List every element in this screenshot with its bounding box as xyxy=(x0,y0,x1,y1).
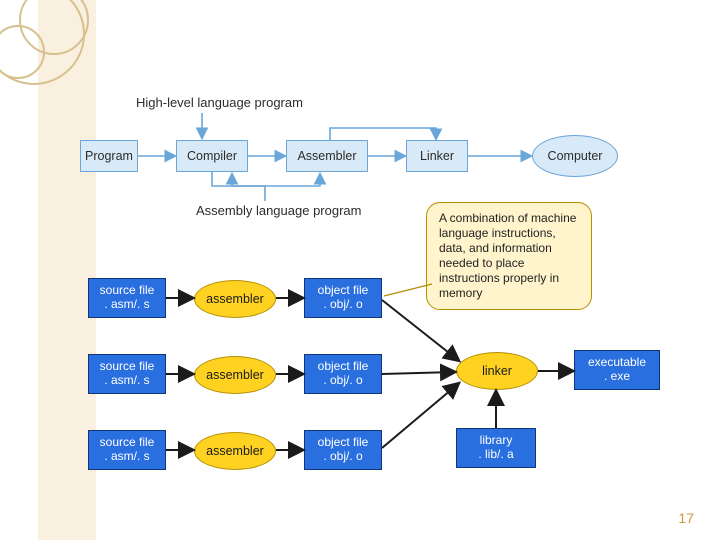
text: source file xyxy=(100,359,155,373)
text: . exe xyxy=(604,369,630,383)
node-linker: linker xyxy=(456,352,538,390)
node-compiler: Compiler xyxy=(176,140,248,172)
node-source-1: source file. asm/. s xyxy=(88,278,166,318)
text: executable xyxy=(588,355,646,369)
text: . obj/. o xyxy=(323,373,362,387)
node-linker-top: Linker xyxy=(406,140,468,172)
node-executable: executable. exe xyxy=(574,350,660,390)
node-source-2: source file. asm/. s xyxy=(88,354,166,394)
node-assembler-top: Assembler xyxy=(286,140,368,172)
diagram-stage: High-level language program Assembly lan… xyxy=(0,0,720,540)
text: object file xyxy=(318,283,369,297)
text: library xyxy=(480,433,513,447)
text: . obj/. o xyxy=(323,449,362,463)
text: source file xyxy=(100,435,155,449)
node-assembler-2: assembler xyxy=(194,356,276,394)
page-number: 17 xyxy=(678,510,694,526)
node-source-3: source file. asm/. s xyxy=(88,430,166,470)
node-assembler-1: assembler xyxy=(194,280,276,318)
label-assembly: Assembly language program xyxy=(196,203,361,218)
text: object file xyxy=(318,435,369,449)
node-program: Program xyxy=(80,140,138,172)
text: . lib/. a xyxy=(478,447,513,461)
node-object-2: object file. obj/. o xyxy=(304,354,382,394)
node-object-1: object file. obj/. o xyxy=(304,278,382,318)
callout-object-file: A combination of machine language instru… xyxy=(426,202,592,310)
node-library: library. lib/. a xyxy=(456,428,536,468)
node-computer: Computer xyxy=(532,135,618,177)
text: . obj/. o xyxy=(323,297,362,311)
text: source file xyxy=(100,283,155,297)
node-object-3: object file. obj/. o xyxy=(304,430,382,470)
text: . asm/. s xyxy=(104,373,149,387)
text: . asm/. s xyxy=(104,297,149,311)
text: object file xyxy=(318,359,369,373)
node-assembler-3: assembler xyxy=(194,432,276,470)
label-high-level: High-level language program xyxy=(136,95,303,110)
text: . asm/. s xyxy=(104,449,149,463)
